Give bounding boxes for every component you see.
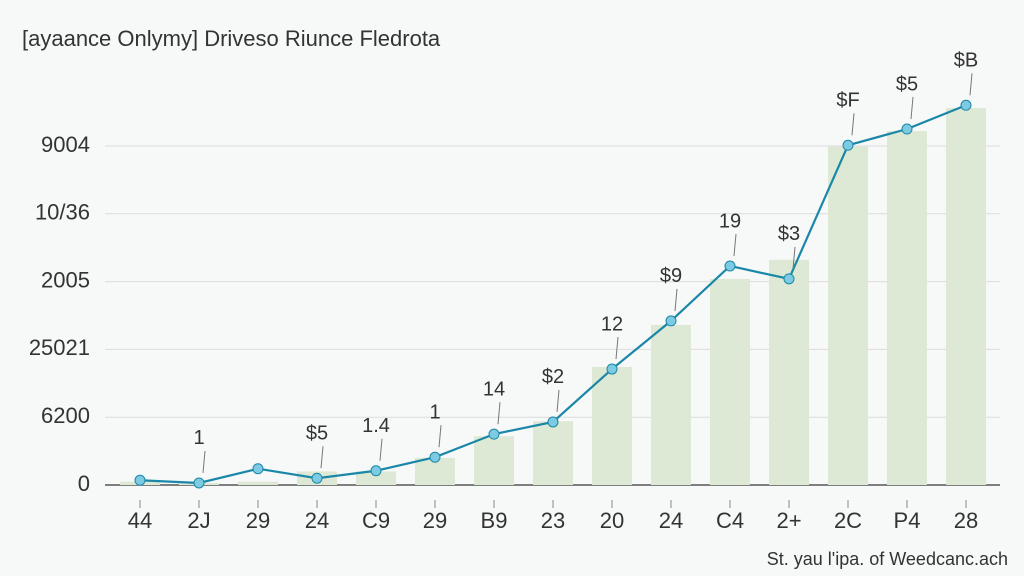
x-tick-label: 2+ <box>776 508 801 533</box>
annotation-leader <box>379 438 383 461</box>
annotation-leader <box>320 446 324 469</box>
line-marker <box>547 416 559 428</box>
line-marker <box>606 363 618 375</box>
y-tick-label: 6200 <box>41 403 90 428</box>
x-tick-label: 2J <box>187 508 210 533</box>
annotation-leader <box>556 389 560 412</box>
line-marker <box>783 273 795 285</box>
annotation: $9 <box>660 265 682 287</box>
annotation-leader <box>615 337 619 360</box>
annotation: $3 <box>778 223 800 245</box>
footnote: St. yau l'ipa. of Weedcanc.ach <box>767 549 1008 569</box>
line-marker <box>193 477 205 489</box>
line-marker <box>429 451 441 463</box>
bar <box>651 324 691 485</box>
x-tick-label: 23 <box>541 508 565 533</box>
bar <box>946 107 986 485</box>
y-tick-label: 2005 <box>41 267 90 292</box>
x-tick-label: 44 <box>128 508 152 533</box>
y-tick-label: 9004 <box>41 132 90 157</box>
x-tick-label: 28 <box>954 508 978 533</box>
y-tick-label: 25021 <box>29 335 90 360</box>
chart-title: [ayaance Onlymy] Driveso Riunce Fledrota <box>22 26 441 51</box>
annotation: 19 <box>719 210 741 232</box>
annotation: 1.4 <box>362 415 390 437</box>
bar <box>887 131 927 485</box>
y-tick-label: 10/36 <box>35 200 90 225</box>
bar <box>710 278 750 485</box>
bar <box>828 146 868 485</box>
annotation: $2 <box>542 366 564 388</box>
annotation: $F <box>836 90 859 112</box>
line-marker <box>724 260 736 272</box>
annotation-leader <box>202 450 206 474</box>
annotation-leader <box>438 425 442 448</box>
x-tick-label: B9 <box>481 508 508 533</box>
annotation-leader <box>497 402 501 425</box>
line-marker <box>960 99 972 111</box>
bar <box>474 436 514 485</box>
x-tick-label: 2C <box>834 508 862 533</box>
bar <box>592 367 632 485</box>
annotation-leader <box>910 96 914 120</box>
annotation: $5 <box>306 423 328 445</box>
annotation: 14 <box>483 378 505 400</box>
x-tick-label: 24 <box>659 508 683 533</box>
line-marker <box>488 428 500 440</box>
annotation: $B <box>954 50 978 72</box>
x-tick-label: 29 <box>423 508 447 533</box>
x-tick-label: 20 <box>600 508 624 533</box>
x-tick-label: 29 <box>246 508 270 533</box>
annotation-leader <box>792 246 796 269</box>
line-marker <box>901 123 913 135</box>
annotation: 1 <box>429 401 440 423</box>
line-marker <box>134 474 146 486</box>
line-marker <box>311 472 323 484</box>
y-tick-label: 0 <box>78 471 90 496</box>
bar <box>356 471 396 485</box>
annotation: 12 <box>601 313 623 335</box>
bar <box>769 259 809 485</box>
annotation: 1 <box>193 427 204 449</box>
x-tick-label: 24 <box>305 508 329 533</box>
x-tick-label: P4 <box>894 508 921 533</box>
annotation-leader <box>969 73 973 96</box>
bar <box>533 421 573 485</box>
line-marker <box>370 465 382 477</box>
x-tick-label: C4 <box>716 508 744 533</box>
x-tick-label: C9 <box>362 508 390 533</box>
annotation: $5 <box>896 73 918 95</box>
line-marker <box>252 463 264 475</box>
line-marker <box>665 315 677 327</box>
annotation-leader <box>674 288 678 311</box>
bar <box>238 481 278 485</box>
annotation-leader <box>733 233 737 257</box>
annotation-leader <box>851 113 855 136</box>
line-marker <box>842 139 854 151</box>
